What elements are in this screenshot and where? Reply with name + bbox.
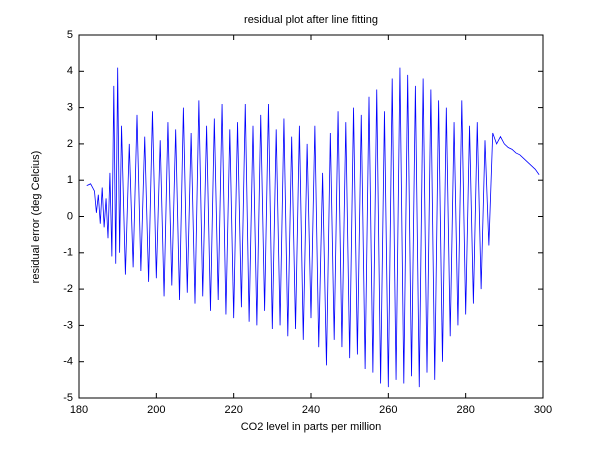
- x-tick-label: 200: [147, 404, 165, 416]
- x-tick-label: 280: [456, 404, 474, 416]
- y-tick-label: 2: [67, 138, 73, 150]
- y-tick-label: -1: [63, 247, 73, 259]
- x-tick-label: 300: [534, 404, 552, 416]
- chart-title: residual plot after line fitting: [244, 14, 378, 26]
- x-tick-label: 260: [379, 404, 397, 416]
- y-tick-label: 5: [67, 29, 73, 41]
- y-tick-label: 4: [67, 65, 73, 77]
- y-tick-label: 3: [67, 102, 73, 114]
- data-line: [86, 67, 540, 388]
- x-tick-label: 240: [302, 404, 320, 416]
- x-tick-label: 180: [70, 404, 88, 416]
- x-axis-label: CO2 level in parts per million: [241, 421, 382, 433]
- y-tick-label: -4: [63, 356, 73, 368]
- y-tick-label: -2: [63, 283, 73, 295]
- y-tick-label: 0: [67, 210, 73, 222]
- y-tick-label: 1: [67, 174, 73, 186]
- y-axis-label: residual error (deg Celcius): [30, 151, 42, 284]
- x-tick-label: 220: [224, 404, 242, 416]
- y-tick-label: -5: [63, 392, 73, 404]
- y-tick-label: -3: [63, 319, 73, 331]
